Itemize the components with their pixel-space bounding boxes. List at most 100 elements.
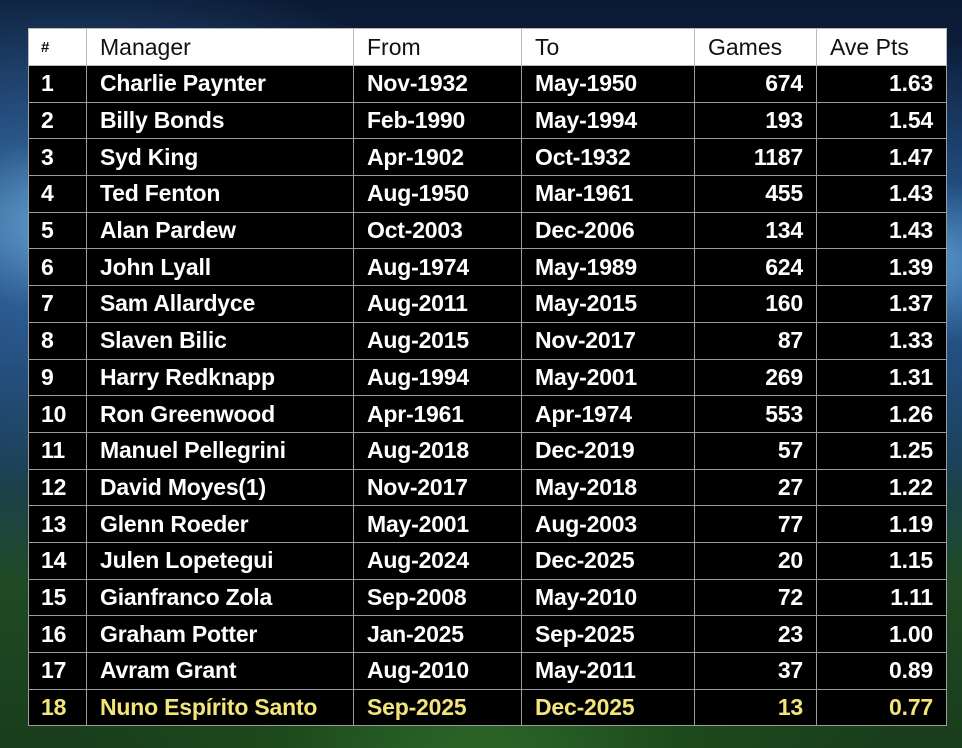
table-row: 5 Alan Pardew Oct-2003 Dec-2006 134 1.43 (28, 211, 947, 250)
cell-ave-pts: 1.00 (816, 615, 947, 653)
table-row: 2 Billy Bonds Feb-1990 May-1994 193 1.54 (28, 101, 947, 140)
cell-to: May-2018 (521, 468, 695, 507)
cell-ave-pts: 1.22 (816, 468, 947, 507)
cell-to: May-2015 (521, 285, 695, 323)
table-row: 11 Manuel Pellegrini Aug-2018 Dec-2019 57 1.2… (28, 431, 947, 470)
cell-rank: 16 (28, 615, 87, 653)
cell-games: 134 (694, 211, 817, 250)
cell-ave-pts: 0.77 (816, 688, 947, 727)
cell-ave-pts: 1.11 (816, 578, 947, 617)
table-body: 1 Charlie Paynter Nov-1932 May-1950 674 1.63 2… (28, 65, 947, 727)
cell-ave-pts: 1.43 (816, 175, 947, 213)
cell-from: Nov-2017 (353, 468, 522, 507)
cell-from: Apr-1961 (353, 395, 522, 433)
table-row: 16 Graham Potter Jan-2025 Sep-2025 23 1.00 (28, 615, 947, 653)
cell-rank: 3 (28, 138, 87, 177)
cell-from: May-2001 (353, 505, 522, 543)
cell-games: 269 (694, 358, 817, 397)
cell-from: Sep-2025 (353, 688, 522, 727)
cell-from: Sep-2008 (353, 578, 522, 617)
cell-manager: Julen Lopetegui (86, 541, 354, 580)
cell-to: May-1994 (521, 101, 695, 140)
cell-manager: Nuno Espírito Santo (86, 688, 354, 727)
cell-rank: 9 (28, 358, 87, 397)
cell-to: Dec-2025 (521, 688, 695, 727)
cell-from: Feb-1990 (353, 101, 522, 140)
cell-games: 1187 (694, 138, 817, 177)
cell-from: Nov-1932 (353, 65, 522, 103)
cell-rank: 2 (28, 101, 87, 140)
cell-rank: 18 (28, 688, 87, 727)
col-header-ave-pts: Ave Pts (816, 28, 947, 66)
col-header-rank: # (28, 28, 87, 66)
cell-ave-pts: 0.89 (816, 652, 947, 690)
table-row: 7 Sam Allardyce Aug-2011 May-2015 160 1.37 (28, 285, 947, 323)
cell-from: Aug-1994 (353, 358, 522, 397)
cell-to: Dec-2006 (521, 211, 695, 250)
table-row: 14 Julen Lopetegui Aug-2024 Dec-2025 20 1.15 (28, 541, 947, 580)
cell-rank: 11 (28, 431, 87, 470)
cell-ave-pts: 1.15 (816, 541, 947, 580)
cell-games: 553 (694, 395, 817, 433)
table-row: 12 David Moyes(1) Nov-2017 May-2018 27 1.22 (28, 468, 947, 507)
cell-to: May-1950 (521, 65, 695, 103)
cell-rank: 15 (28, 578, 87, 617)
col-header-manager: Manager (86, 28, 354, 66)
cell-games: 87 (694, 321, 817, 360)
cell-from: Apr-1902 (353, 138, 522, 177)
cell-ave-pts: 1.47 (816, 138, 947, 177)
col-header-from: From (353, 28, 522, 66)
cell-ave-pts: 1.33 (816, 321, 947, 360)
cell-manager: Glenn Roeder (86, 505, 354, 543)
table-row: 1 Charlie Paynter Nov-1932 May-1950 674 1.63 (28, 65, 947, 103)
cell-games: 455 (694, 175, 817, 213)
cell-manager: John Lyall (86, 248, 354, 287)
cell-games: 20 (694, 541, 817, 580)
cell-from: Aug-2018 (353, 431, 522, 470)
cell-ave-pts: 1.19 (816, 505, 947, 543)
cell-to: Aug-2003 (521, 505, 695, 543)
cell-manager: Billy Bonds (86, 101, 354, 140)
col-header-to: To (521, 28, 695, 66)
cell-to: Dec-2025 (521, 541, 695, 580)
cell-manager: Manuel Pellegrini (86, 431, 354, 470)
cell-manager: Graham Potter (86, 615, 354, 653)
table-row: 8 Slaven Bilic Aug-2015 Nov-2017 87 1.33 (28, 321, 947, 360)
header-row: # Manager From To Games Ave Pts (28, 28, 947, 66)
col-header-games: Games (694, 28, 817, 66)
table-row: 10 Ron Greenwood Apr-1961 Apr-1974 553 1.26 (28, 395, 947, 433)
cell-to: Oct-1932 (521, 138, 695, 177)
cell-manager: Alan Pardew (86, 211, 354, 250)
cell-to: May-1989 (521, 248, 695, 287)
cell-from: Aug-1974 (353, 248, 522, 287)
cell-manager: Harry Redknapp (86, 358, 354, 397)
cell-rank: 4 (28, 175, 87, 213)
cell-rank: 1 (28, 65, 87, 103)
cell-games: 77 (694, 505, 817, 543)
cell-rank: 14 (28, 541, 87, 580)
cell-games: 37 (694, 652, 817, 690)
cell-games: 57 (694, 431, 817, 470)
table-row: 6 John Lyall Aug-1974 May-1989 624 1.39 (28, 248, 947, 287)
cell-games: 193 (694, 101, 817, 140)
cell-to: Dec-2019 (521, 431, 695, 470)
table-row: 17 Avram Grant Aug-2010 May-2011 37 0.89 (28, 652, 947, 690)
cell-to: Apr-1974 (521, 395, 695, 433)
cell-manager: Sam Allardyce (86, 285, 354, 323)
cell-manager: Ted Fenton (86, 175, 354, 213)
table-row: 15 Gianfranco Zola Sep-2008 May-2010 72 1.11 (28, 578, 947, 617)
cell-from: Aug-2015 (353, 321, 522, 360)
cell-rank: 5 (28, 211, 87, 250)
cell-ave-pts: 1.25 (816, 431, 947, 470)
table-row: 3 Syd King Apr-1902 Oct-1932 1187 1.47 (28, 138, 947, 177)
cell-ave-pts: 1.37 (816, 285, 947, 323)
cell-to: May-2010 (521, 578, 695, 617)
cell-from: Jan-2025 (353, 615, 522, 653)
table-row: 4 Ted Fenton Aug-1950 Mar-1961 455 1.43 (28, 175, 947, 213)
cell-to: Mar-1961 (521, 175, 695, 213)
cell-ave-pts: 1.63 (816, 65, 947, 103)
cell-manager: Charlie Paynter (86, 65, 354, 103)
cell-from: Oct-2003 (353, 211, 522, 250)
table-row: 13 Glenn Roeder May-2001 Aug-2003 77 1.19 (28, 505, 947, 543)
cell-games: 160 (694, 285, 817, 323)
